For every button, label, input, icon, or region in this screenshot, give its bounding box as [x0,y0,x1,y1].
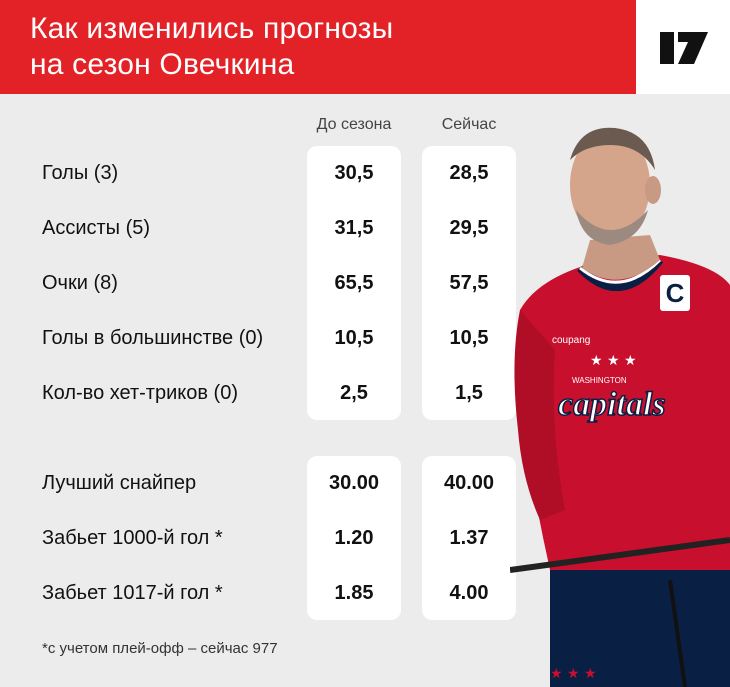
captain-letter: C [666,278,685,308]
row-label: Голы в большинстве (0) [42,327,264,349]
title-line-1: Как изменились прогнозы [30,12,394,45]
brand-logo [636,0,730,94]
column-header-before: До сезона [316,116,392,133]
value-now: 28,5 [449,162,489,184]
header-banner: Как изменились прогнозы на сезон Овечкин… [0,0,636,94]
row-label: Лучший снайпер [42,472,197,494]
page-title: Как изменились прогнозы на сезон Овечкин… [30,11,620,83]
now-column-odds-bg [422,456,516,620]
before-column-stats-bg [307,146,401,420]
value-before: 30,5 [334,162,374,184]
value-now: 57,5 [449,272,489,294]
value-now: 29,5 [449,217,489,239]
logo-icon [660,32,708,64]
row-label: Забьет 1000-й гол * [42,527,223,549]
value-now: 1.37 [449,527,489,549]
value-now: 4.00 [449,582,489,604]
bottom-stars: ★ ★ ★ [550,666,597,682]
value-before: 1.85 [334,582,374,604]
value-now: 40.00 [443,472,495,494]
value-before: 1.20 [334,527,374,549]
row-label: Очки (8) [42,272,118,294]
value-now: 1,5 [455,382,483,404]
column-header-now: Сейчас [441,116,497,133]
jersey-wordmark: capitals [558,386,666,423]
value-before: 30.00 [328,472,380,494]
before-column-odds-bg [307,456,401,620]
row-label: Кол-во хет-триков (0) [42,382,238,404]
row-label: Голы (3) [42,162,119,184]
now-column-stats-bg [422,146,516,420]
value-before: 10,5 [334,327,374,349]
footnote: *с учетом плей-офф – сейчас 977 [42,640,278,657]
jersey-stars: ★ ★ ★ [590,353,637,369]
player-photo: C coupang ★ ★ ★ WASHINGTON capitals ★ ★ … [510,127,730,687]
value-before: 2,5 [340,382,368,404]
title-line-2: на сезон Овечкина [30,48,295,81]
row-label: Ассисты (5) [42,217,151,239]
value-before: 65,5 [334,272,374,294]
value-before: 31,5 [334,217,374,239]
row-label: Забьет 1017-й гол * [42,582,223,604]
jersey-subtext: WASHINGTON [572,376,627,385]
sponsor-patch: coupang [552,335,590,346]
value-now: 10,5 [449,327,489,349]
